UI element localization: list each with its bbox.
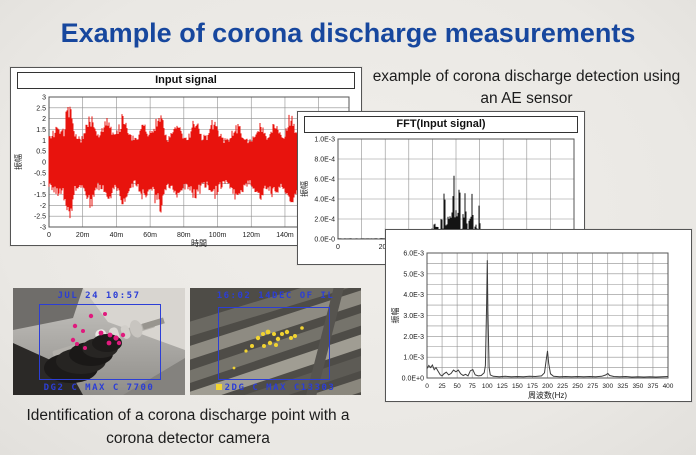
ae-sensor-note: example of corona discharge detection us…: [360, 66, 693, 110]
svg-text:-3: -3: [40, 225, 46, 232]
photo-caption-line1: Identification of a corona discharge poi…: [26, 407, 350, 424]
svg-text:100: 100: [482, 383, 493, 390]
svg-text:振幅: 振幅: [299, 181, 309, 197]
svg-text:8.0E-4: 8.0E-4: [314, 157, 335, 164]
right-corona-camera-photo: 16:02 14DEC OF IL 2DG C MAX C13303: [190, 288, 361, 395]
svg-text:5.0E-3: 5.0E-3: [403, 271, 424, 278]
svg-text:150: 150: [512, 383, 523, 390]
svg-text:0.0E-0: 0.0E-0: [314, 237, 335, 244]
svg-text:6.0E-4: 6.0E-4: [314, 177, 335, 184]
svg-text:80m: 80m: [177, 232, 191, 239]
svg-text:120m: 120m: [242, 232, 260, 239]
svg-text:0: 0: [42, 160, 46, 167]
photo-caption-line2: corona detector camera: [106, 430, 270, 447]
svg-text:4.0E-3: 4.0E-3: [403, 292, 424, 299]
right-photo-image: [190, 288, 361, 395]
input-signal-chart-title: Input signal: [17, 72, 355, 89]
svg-text:1.0E-3: 1.0E-3: [403, 355, 424, 362]
svg-text:75: 75: [469, 383, 477, 390]
svg-text:周波数(Hz): 周波数(Hz): [528, 390, 567, 400]
fft-chart-title: FFT(Input signal): [304, 116, 578, 133]
left-photo-timestamp: JUL 24 10:57: [57, 291, 141, 301]
svg-text:3.0E-3: 3.0E-3: [403, 313, 424, 320]
svg-text:325: 325: [617, 383, 628, 390]
svg-text:時間: 時間: [191, 239, 207, 247]
svg-text:40m: 40m: [110, 232, 124, 239]
svg-text:200: 200: [542, 383, 553, 390]
right-photo-status-text: 2DG C MAX C13303: [190, 383, 361, 393]
svg-text:1.0E-3: 1.0E-3: [314, 137, 335, 144]
frequency-spectrum-chart-canvas: 6.0E-3 5.0E-3 4.0E-3 3.0E-3 2.0E-3 1.0E-3 0.0E…: [390, 251, 674, 401]
svg-text:-2.5: -2.5: [34, 214, 46, 221]
svg-text:0: 0: [336, 244, 340, 251]
svg-text:50: 50: [454, 383, 462, 390]
svg-text:25: 25: [438, 383, 446, 390]
svg-text:振幅: 振幅: [390, 308, 400, 324]
svg-text:-0.5: -0.5: [34, 170, 46, 177]
svg-text:1.5: 1.5: [36, 127, 46, 134]
right-photo-detection-box: [218, 307, 330, 380]
left-photo-detection-box: [39, 304, 161, 380]
svg-text:-1.5: -1.5: [34, 192, 46, 199]
svg-text:-1: -1: [40, 181, 46, 188]
svg-text:20k: 20k: [379, 244, 391, 251]
page-title: Example of corona discharge measurements: [60, 18, 636, 48]
svg-text:250: 250: [572, 383, 583, 390]
svg-text:275: 275: [587, 383, 598, 390]
svg-text:350: 350: [632, 383, 643, 390]
svg-text:2.5: 2.5: [36, 105, 46, 112]
corona-discharge-dots-left: [70, 312, 126, 350]
frequency-spectrum-chart-panel: 6.0E-3 5.0E-3 4.0E-3 3.0E-3 2.0E-3 1.0E-3 0.0E…: [385, 229, 692, 402]
svg-text:1: 1: [42, 138, 46, 145]
svg-text:375: 375: [648, 383, 659, 390]
svg-text:2.0E-4: 2.0E-4: [314, 217, 335, 224]
right-photo-timestamp: 16:02 14DEC OF IL: [216, 291, 335, 301]
svg-text:125: 125: [497, 383, 508, 390]
svg-text:60m: 60m: [143, 232, 157, 239]
photo-caption: Identification of a corona discharge poi…: [8, 404, 368, 450]
left-photo-image: [13, 288, 185, 395]
left-photo-status-text: DG2 C MAX C 7700: [43, 383, 155, 393]
svg-text:2.0E-3: 2.0E-3: [403, 334, 424, 341]
svg-text:225: 225: [557, 383, 568, 390]
svg-text:2: 2: [42, 116, 46, 123]
ae-sensor-note-line1: example of corona discharge detection us…: [372, 68, 681, 85]
svg-text:4.0E-4: 4.0E-4: [314, 197, 335, 204]
svg-text:0: 0: [47, 232, 51, 239]
svg-text:振幅: 振幅: [13, 154, 23, 170]
svg-text:0: 0: [425, 383, 429, 390]
corona-discharge-dots-right: [232, 326, 304, 370]
svg-text:300: 300: [602, 383, 613, 390]
marker-square-icon: [215, 384, 222, 390]
left-corona-camera-photo: JUL 24 10:57 DG2 C MAX C 7700: [13, 288, 185, 395]
svg-text:6.0E-3: 6.0E-3: [403, 251, 424, 258]
svg-text:20m: 20m: [76, 232, 90, 239]
svg-text:140m: 140m: [276, 232, 294, 239]
ae-sensor-note-line2: an AE sensor: [480, 90, 573, 107]
svg-text:400: 400: [663, 383, 674, 390]
svg-text:0.0E+0: 0.0E+0: [402, 376, 424, 383]
svg-text:0.5: 0.5: [36, 149, 46, 156]
svg-text:-2: -2: [40, 203, 46, 210]
svg-text:3: 3: [42, 95, 46, 102]
svg-text:100m: 100m: [209, 232, 227, 239]
svg-text:175: 175: [527, 383, 538, 390]
